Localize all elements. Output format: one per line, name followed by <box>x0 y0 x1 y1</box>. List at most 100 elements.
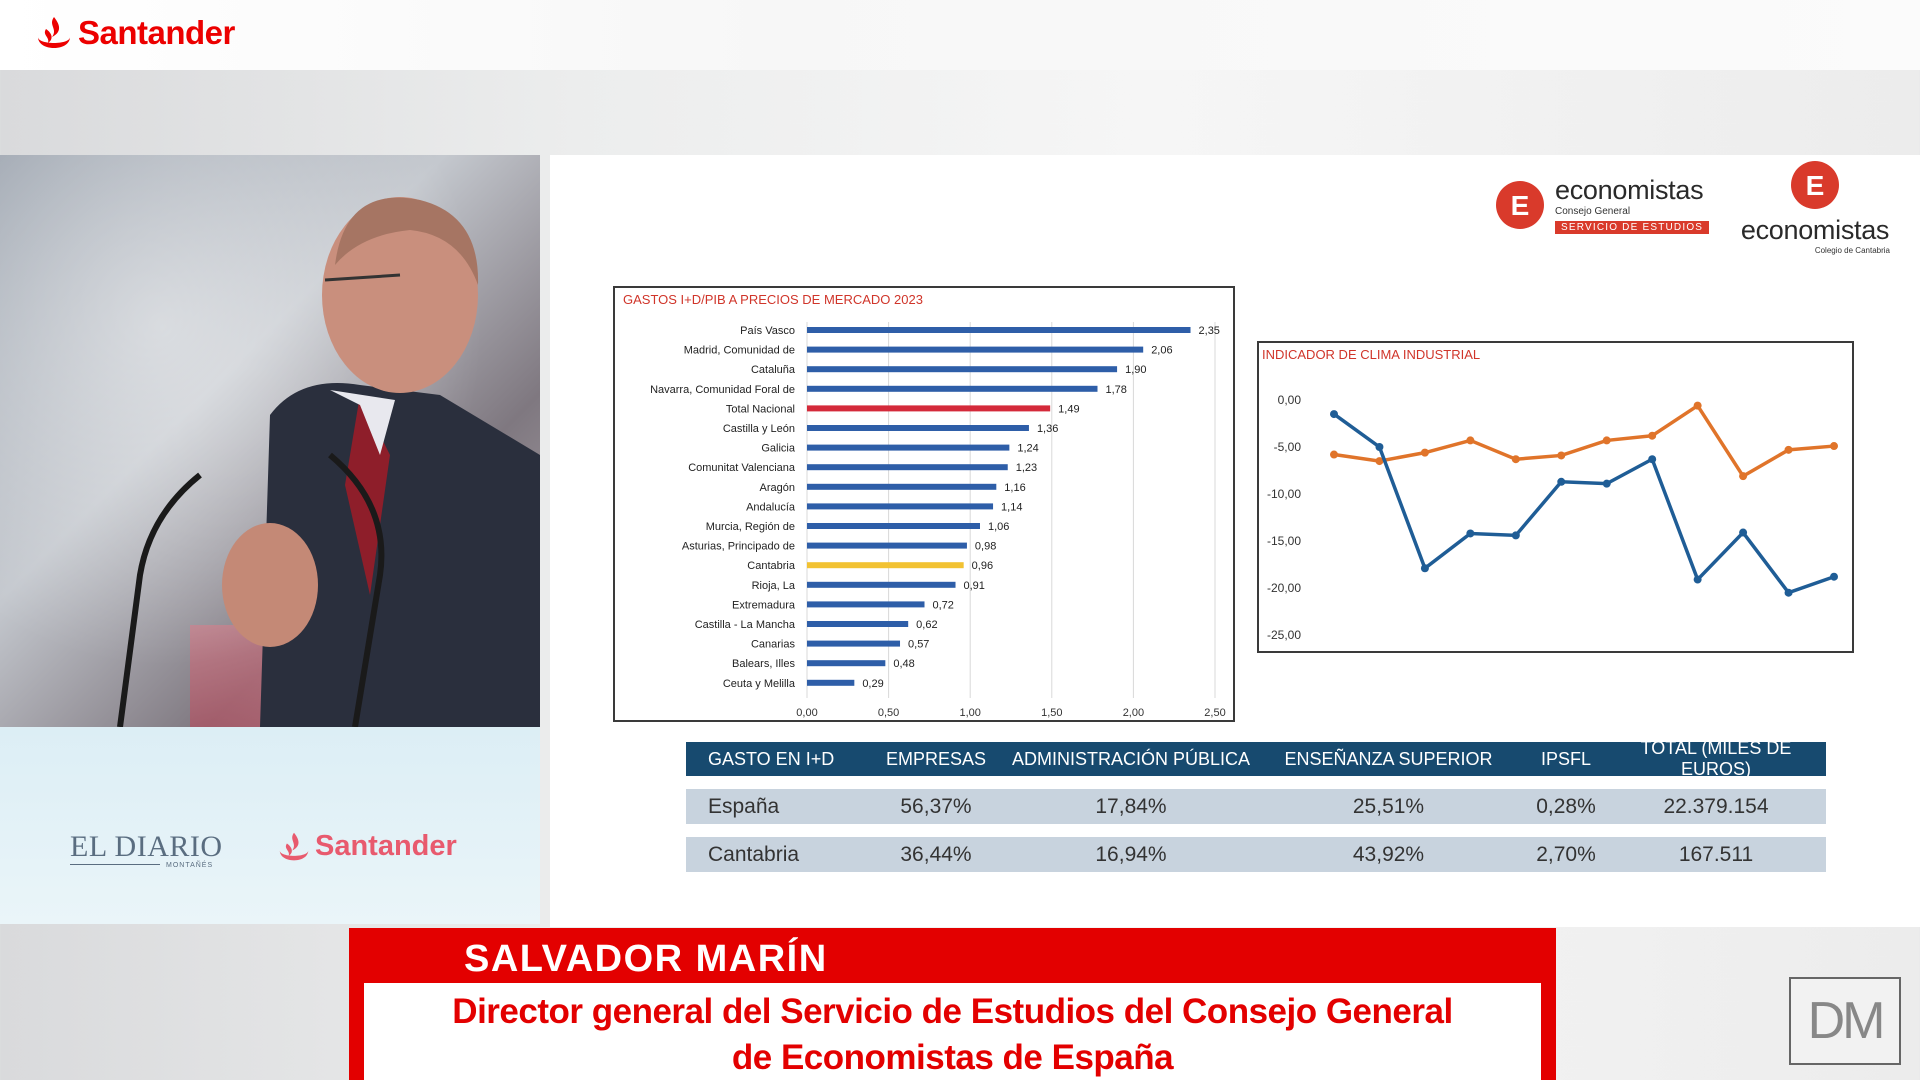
economistas-consejo-logo: E economistas Consejo General SERVICIO D… <box>1495 175 1710 235</box>
econ-sub: Colegio de Cantabria <box>1814 246 1890 255</box>
bar-category-label: Canarias <box>751 639 796 651</box>
bar-value-label: 0,29 <box>862 678 883 690</box>
bar <box>807 385 1098 392</box>
table-row: Cantabria 36,44% 16,94% 43,92% 2,70% 167… <box>686 837 1826 872</box>
bar <box>807 660 886 667</box>
bar-x-tick-label: 2,50 <box>1204 707 1225 719</box>
table-cell: Cantabria <box>708 842 800 866</box>
bar-value-label: 1,49 <box>1058 403 1079 415</box>
bar-category-label: Cataluña <box>751 364 796 376</box>
table-cell: 0,28% <box>1536 794 1596 818</box>
line-point <box>1375 443 1384 451</box>
line-y-tick-label: -5,00 <box>1274 440 1302 454</box>
eldiario-sub: MONTAÑÉS <box>166 862 214 869</box>
industrial-climate-line-chart: INDICADOR DE CLIMA INDUSTRIAL 0,00 -5,00 -… <box>1257 341 1854 653</box>
bar-chart-title: GASTOS I+D/PIB A PRECIOS DE MERCADO 2023 <box>623 292 923 307</box>
table-header-row: GASTO EN I+D EMPRESAS ADMINISTRACIÓN PÚB… <box>686 738 1826 779</box>
line-y-tick-label: -15,00 <box>1267 534 1301 548</box>
table-cell: 22.379.154 <box>1663 794 1769 818</box>
econ-band: SERVICIO DE ESTUDIOS <box>1555 221 1710 234</box>
line-point <box>1602 436 1611 445</box>
bar <box>807 601 925 608</box>
bar <box>807 621 909 627</box>
line-point <box>1420 564 1429 573</box>
bar-category-label: País Vasco <box>740 325 795 337</box>
table-cell: 2,70% <box>1536 842 1596 866</box>
line-point <box>1466 529 1475 538</box>
bar <box>807 679 855 686</box>
bar <box>807 542 967 549</box>
bar-value-label: 0,57 <box>908 639 929 651</box>
speaker-role-line: de Economistas de España <box>731 1038 1174 1077</box>
economistas-cantabria-logo: E economistas Colegio de Cantabria <box>1740 160 1890 255</box>
line-chart-title: INDICADOR DE CLIMA INDUSTRIAL <box>1262 347 1481 362</box>
bar-x-tick-label: 2,00 <box>1123 707 1144 719</box>
table-row: España 56,37% 17,84% 25,51% 0,28% 22.379… <box>686 789 1826 824</box>
table-cell: 36,44% <box>900 842 972 866</box>
lower-third: SALVADOR MARÍN Director general del Serv… <box>349 928 1556 1080</box>
line-chart-svg: 0,00 -5,00 -10,00 -15,00 -20,00 -25,00 <box>1267 393 1838 642</box>
eldiario-logo: EL DIARIO <box>70 830 223 863</box>
line-point <box>1830 572 1838 581</box>
bar-x-tick-label: 1,50 <box>1041 707 1062 719</box>
line-point <box>1830 442 1838 451</box>
bar <box>807 523 980 529</box>
line-y-tick-label: -25,00 <box>1267 628 1301 642</box>
economistas-e-icon: E <box>1496 181 1544 229</box>
bar-category-label: Balears, Illes <box>732 658 795 670</box>
table-cell: 25,51% <box>1352 794 1425 818</box>
bar <box>807 405 1051 412</box>
line-point <box>1648 455 1657 464</box>
bar-value-label: 1,16 <box>1004 482 1025 494</box>
bar-value-label: 1,23 <box>1016 462 1037 474</box>
svg-text:E: E <box>1511 190 1530 221</box>
line-point <box>1511 531 1520 540</box>
bar-value-label: 2,35 <box>1199 325 1220 337</box>
bar-value-label: 1,78 <box>1105 384 1126 396</box>
line-point <box>1466 436 1475 445</box>
bar <box>807 562 964 569</box>
line-y-tick-label: 0,00 <box>1278 393 1302 407</box>
bar-category-label: Castilla - La Mancha <box>695 619 796 631</box>
rd-spending-table: GASTO EN I+D EMPRESAS ADMINISTRACIÓN PÚB… <box>686 738 1826 872</box>
bar <box>807 366 1118 373</box>
econ-word: economistas <box>1740 215 1890 245</box>
speaker-figure <box>117 197 540 727</box>
bar-value-label: 0,96 <box>972 560 993 572</box>
table-header: ADMINISTRACIÓN PÚBLICA <box>1011 748 1251 769</box>
line-y-tick-label: -20,00 <box>1267 581 1301 595</box>
bar-value-label: 0,91 <box>964 580 985 592</box>
bar-chart-svg: 0,00 0,50 1,00 1,50 2,00 2,50 País Vasco 2,35 Ma… <box>650 322 1226 719</box>
bar-value-label: 0,72 <box>933 599 954 611</box>
bar-category-label: Asturias, Principado de <box>682 541 795 553</box>
bar-x-tick-label: 0,00 <box>796 707 817 719</box>
econ-word: economistas <box>1555 175 1704 205</box>
table-cell: 167.511 <box>1678 842 1754 866</box>
bar-category-label: Total Nacional <box>726 403 795 415</box>
econ-sub: Consejo General <box>1555 206 1631 217</box>
bar-category-label: Madrid, Comunidad de <box>684 345 795 357</box>
table-header: TOTAL (MILES DE EUROS) <box>1640 738 1792 779</box>
santander-sponsor-logo: Santander <box>276 830 457 863</box>
bar-x-tick-label: 1,00 <box>959 707 980 719</box>
table-header: ENSEÑANZA SUPERIOR <box>1284 748 1493 769</box>
table-header: EMPRESAS <box>885 748 987 769</box>
bar <box>807 346 1144 353</box>
table-header: GASTO EN I+D <box>708 748 835 769</box>
bar-category-label: Navarra, Comunidad Foral de <box>650 384 795 396</box>
line-point <box>1420 448 1429 457</box>
table-header: IPSFL <box>1540 748 1592 769</box>
bar-category-label: Murcia, Región de <box>706 521 795 533</box>
speaker-role: Director general del Servicio de Estudio… <box>364 989 1541 1080</box>
bar-category-label: Comunitat Valenciana <box>688 462 796 474</box>
sponsor-bar <box>0 727 540 924</box>
bar <box>807 503 994 510</box>
table-cell: 56,37% <box>900 794 972 818</box>
flame-icon <box>38 17 70 48</box>
svg-text:E: E <box>1806 170 1825 201</box>
bar-category-label: Cantabria <box>747 560 796 572</box>
top-bar: Santander <box>0 0 1920 70</box>
speaker-role-box: Director general del Servicio de Estudio… <box>364 983 1541 1080</box>
bar-category-label: Aragón <box>760 482 795 494</box>
bar-value-label: 1,24 <box>1017 443 1038 455</box>
